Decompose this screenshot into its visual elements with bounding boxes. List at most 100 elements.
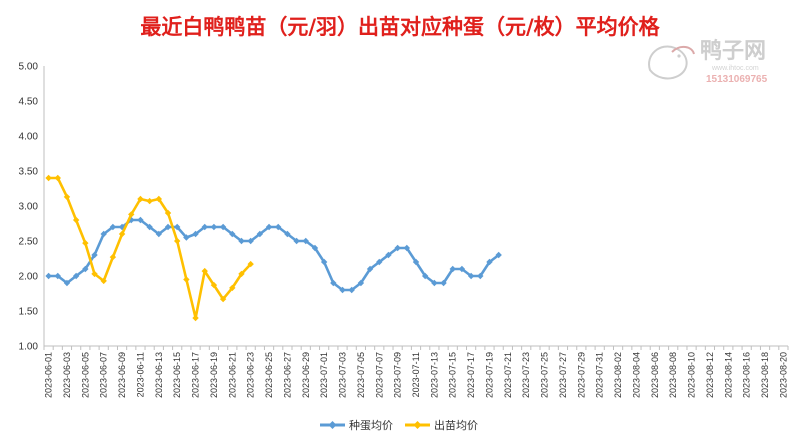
watermark-url: www.ihtoc.com [711,65,759,72]
data-point [265,223,273,231]
x-tick-label: 2023-07-15 [448,352,458,398]
x-tick-label: 2023-08-04 [631,352,641,398]
data-point [183,276,190,283]
x-tick-label: 2023-07-27 [558,352,568,398]
x-tick-label: 2023-07-09 [393,352,403,398]
data-point [394,244,401,252]
y-tick-label: 2.50 [19,237,39,248]
x-tick-label: 2023-08-02 [613,352,623,398]
data-point [440,279,447,287]
data-point [45,272,52,280]
y-tick-label: 3.50 [19,167,39,178]
data-point [486,258,493,266]
x-tick-label: 2023-06-15 [172,352,182,398]
x-tick-label: 2023-06-07 [99,352,109,398]
data-point [63,193,71,201]
data-point [376,258,383,266]
data-point [330,279,337,287]
x-tick-label: 2023-06-27 [282,352,292,398]
data-point [82,239,89,247]
data-point [146,223,153,231]
x-tick-label: 2023-06-17 [191,352,201,398]
x-tick-label: 2023-06-01 [44,352,54,398]
data-point [320,258,328,266]
data-point [238,270,245,278]
x-tick-label: 2023-07-01 [319,352,329,398]
data-point [467,272,475,280]
data-point [449,265,456,273]
x-tick-label: 2023-07-29 [576,352,586,398]
legend-label-duckling: 出苗均价 [434,418,478,432]
watermark-phone: 15131069765 [706,74,768,85]
legend: 种蛋均价 出苗均价 [320,418,478,432]
data-point [366,265,374,273]
data-point [100,230,107,238]
data-point [146,197,153,205]
data-point [412,258,420,266]
data-point [173,223,181,231]
x-tick-label: 2023-07-25 [540,352,550,398]
data-point [385,251,392,259]
data-point [183,234,190,241]
data-point [201,223,208,231]
data-point [54,272,61,280]
x-tick-label: 2023-07-03 [338,352,348,398]
x-tick-label: 2023-08-20 [778,352,788,398]
data-point [495,251,502,259]
x-tick-label: 2023-06-09 [117,352,127,398]
data-point [54,174,61,182]
x-tick-label: 2023-06-21 [227,352,237,398]
data-point [100,277,107,285]
legend-item-duckling: 出苗均价 [405,418,478,432]
data-point [247,237,254,245]
data-point [82,265,89,273]
y-tick-label: 2.00 [19,272,39,283]
data-point [192,314,199,322]
watermark-text: 鸭子网 [700,38,766,64]
x-tick-label: 2023-08-08 [668,352,678,398]
x-tick-label: 2023-08-18 [760,352,770,398]
legend-item-egg: 种蛋均价 [320,418,393,432]
data-point [219,223,227,231]
x-tick-label: 2023-06-23 [246,352,256,398]
data-point [128,211,135,218]
data-point [229,284,236,292]
x-tick-label: 2023-08-06 [650,352,660,398]
x-tick-label: 2023-07-23 [521,352,531,398]
y-tick-label: 5.00 [19,62,39,73]
duck-logo-icon [648,45,695,80]
x-tick-label: 2023-07-05 [356,352,366,398]
y-tick-label: 4.50 [19,97,39,108]
data-point [72,216,80,224]
x-tick-label: 2023-07-11 [411,352,421,397]
data-point [63,279,71,287]
x-tick-label: 2023-07-19 [484,352,494,398]
x-tick-label: 2023-06-13 [154,352,164,398]
data-point [229,230,236,238]
y-tick-label: 1.50 [19,307,39,318]
data-point [164,223,172,231]
watermark: 鸭子网 www.ihtoc.com 15131069765 [648,38,768,85]
data-point [431,279,438,287]
data-point [302,237,309,245]
x-tick-label: 2023-06-19 [209,352,219,398]
data-point [201,267,208,275]
data-point [155,195,163,203]
data-point [421,272,429,280]
x-tick-label: 2023-07-21 [503,352,513,398]
x-tick-label: 2023-07-13 [429,352,439,398]
data-point [256,230,264,238]
series-line-0 [48,218,500,292]
data-point [109,223,117,231]
data-point [137,195,144,203]
data-point [210,281,218,289]
y-tick-label: 1.00 [19,342,39,353]
data-point [155,230,163,238]
data-point [210,223,218,231]
data-point [458,265,466,273]
y-tick-label: 4.00 [19,132,39,143]
data-point [137,216,144,224]
x-tick-label: 2023-08-16 [742,352,752,398]
plot-area: 1.00 1.50 2.00 2.50 3.00 3.50 4.00 4.50 5.00 2023… [19,62,789,398]
